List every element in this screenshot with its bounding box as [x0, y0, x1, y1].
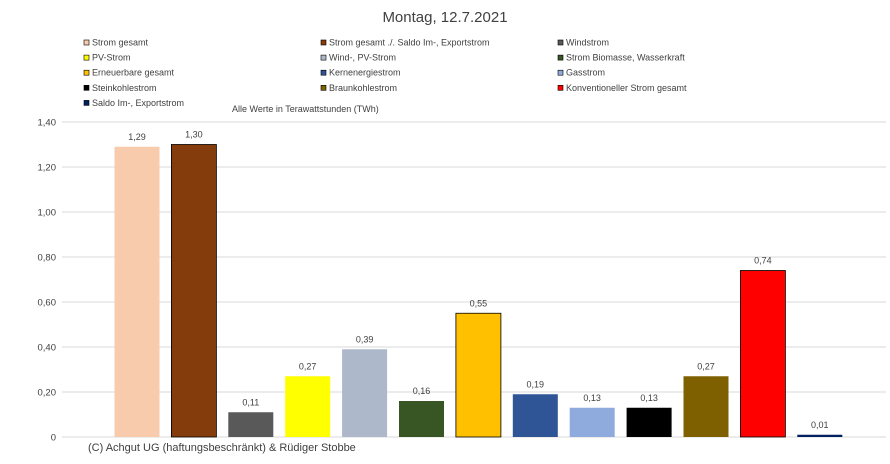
legend-item: Braunkohlestrom [320, 83, 397, 93]
legend-label: Strom Biomasse, Wasserkraft [566, 53, 685, 63]
legend-item: Konventioneller Strom gesamt [557, 83, 687, 93]
legend-item: Saldo Im-, Exportstrom [83, 98, 184, 108]
data-label: 0,27 [299, 361, 317, 371]
bar-7 [455, 312, 502, 438]
legend-label: Gasstrom [566, 68, 605, 78]
y-tick-label: 0,40 [38, 343, 57, 354]
legend-label: PV-Strom [92, 53, 131, 63]
bar-3 [228, 412, 274, 437]
legend-swatch [83, 85, 90, 91]
legend-label: Windstrom [566, 38, 609, 48]
legend-swatch [557, 69, 564, 76]
y-tick-label: 1,40 [38, 118, 57, 129]
legend-swatch [83, 100, 90, 106]
legend-item: Strom Biomasse, Wasserkraft [557, 53, 685, 63]
y-tick-label: 1,00 [38, 208, 57, 219]
legend-item: Steinkohlestrom [83, 83, 157, 93]
y-tick-label: 0,60 [38, 298, 57, 309]
bar-1 [114, 146, 160, 437]
bars [114, 144, 843, 438]
legend-swatch [557, 85, 564, 91]
legend-label: Braunkohlestrom [329, 83, 397, 93]
bar-6 [399, 401, 444, 437]
y-tick-label: 0,80 [38, 253, 57, 264]
data-label: 0,13 [640, 393, 658, 403]
data-label: 0,01 [811, 420, 829, 430]
y-tick-label: 0,20 [38, 388, 57, 399]
data-labels: 1,29 1,30 0,11 0,27 0,39 0,16 0,55 0,19 0,13 0,13… [128, 130, 828, 430]
legend-item: PV-Strom [83, 53, 131, 63]
unit-note: Alle Werte in Terawattstunden (TWh) [232, 104, 379, 114]
legend-swatch [320, 85, 327, 91]
legend-item: Gasstrom [557, 68, 605, 78]
bar-11 [683, 376, 729, 437]
legend-swatch [83, 54, 90, 61]
copyright-background [80, 439, 520, 457]
legend-swatch [83, 39, 90, 46]
legend-label: Steinkohlestrom [92, 83, 157, 93]
y-axis: 0 0,20 0,40 0,60 0,80 1,00 1,20 1,40 [38, 118, 57, 444]
legend-swatch [320, 69, 327, 76]
copyright-text: (C) Achgut UG (haftungsbeschränkt) & Rüd… [88, 442, 356, 454]
bar-2 [170, 144, 217, 438]
legend-label: Konventioneller Strom gesamt [566, 83, 687, 93]
legend-item: Windstrom [557, 38, 609, 48]
data-label: 1,29 [128, 132, 146, 142]
legend-label: Kernenergiestrom [329, 68, 401, 78]
bar-5 [342, 349, 388, 437]
legend-label: Wind-, PV-Strom [329, 53, 396, 63]
legend-swatch [83, 69, 90, 76]
legend-item: Wind-, PV-Strom [320, 53, 396, 63]
data-label: 0,74 [754, 256, 772, 266]
legend-swatch [557, 39, 564, 46]
legend-label: Saldo Im-, Exportstrom [92, 98, 184, 108]
bar-9 [569, 407, 615, 437]
data-label: 0,11 [242, 397, 259, 407]
data-label: 0,13 [583, 393, 601, 403]
legend-item: Strom gesamt [83, 38, 149, 48]
legend: Strom gesamt Strom gesamt ./. Saldo Im-, … [83, 38, 687, 108]
y-tick-label: 1,20 [38, 163, 57, 174]
legend-swatch [320, 39, 327, 46]
data-label: 0,19 [527, 379, 545, 389]
legend-item: Kernenergiestrom [320, 68, 401, 78]
y-tick-label: 0 [51, 433, 56, 444]
bar-4 [285, 376, 331, 437]
data-label: 0,39 [356, 334, 374, 344]
data-label: 1,30 [185, 130, 203, 140]
legend-label: Strom gesamt ./. Saldo Im-, Exportstrom [329, 38, 490, 48]
legend-swatch [320, 54, 327, 61]
bar-8 [512, 394, 558, 437]
bar-10 [626, 407, 672, 437]
data-label: 0,55 [470, 298, 488, 308]
legend-item: Erneuerbare gesamt [83, 68, 175, 78]
data-label: 0,27 [697, 361, 715, 371]
legend-label: Strom gesamt [92, 38, 149, 48]
data-label: 0,16 [413, 386, 431, 396]
legend-label: Erneuerbare gesamt [92, 68, 175, 78]
legend-item: Strom gesamt ./. Saldo Im-, Exportstrom [320, 38, 490, 48]
chart-title: Montag, 12.7.2021 [382, 9, 507, 26]
legend-swatch [557, 54, 564, 61]
bar-12 [740, 270, 786, 438]
bar-13 [797, 434, 843, 437]
